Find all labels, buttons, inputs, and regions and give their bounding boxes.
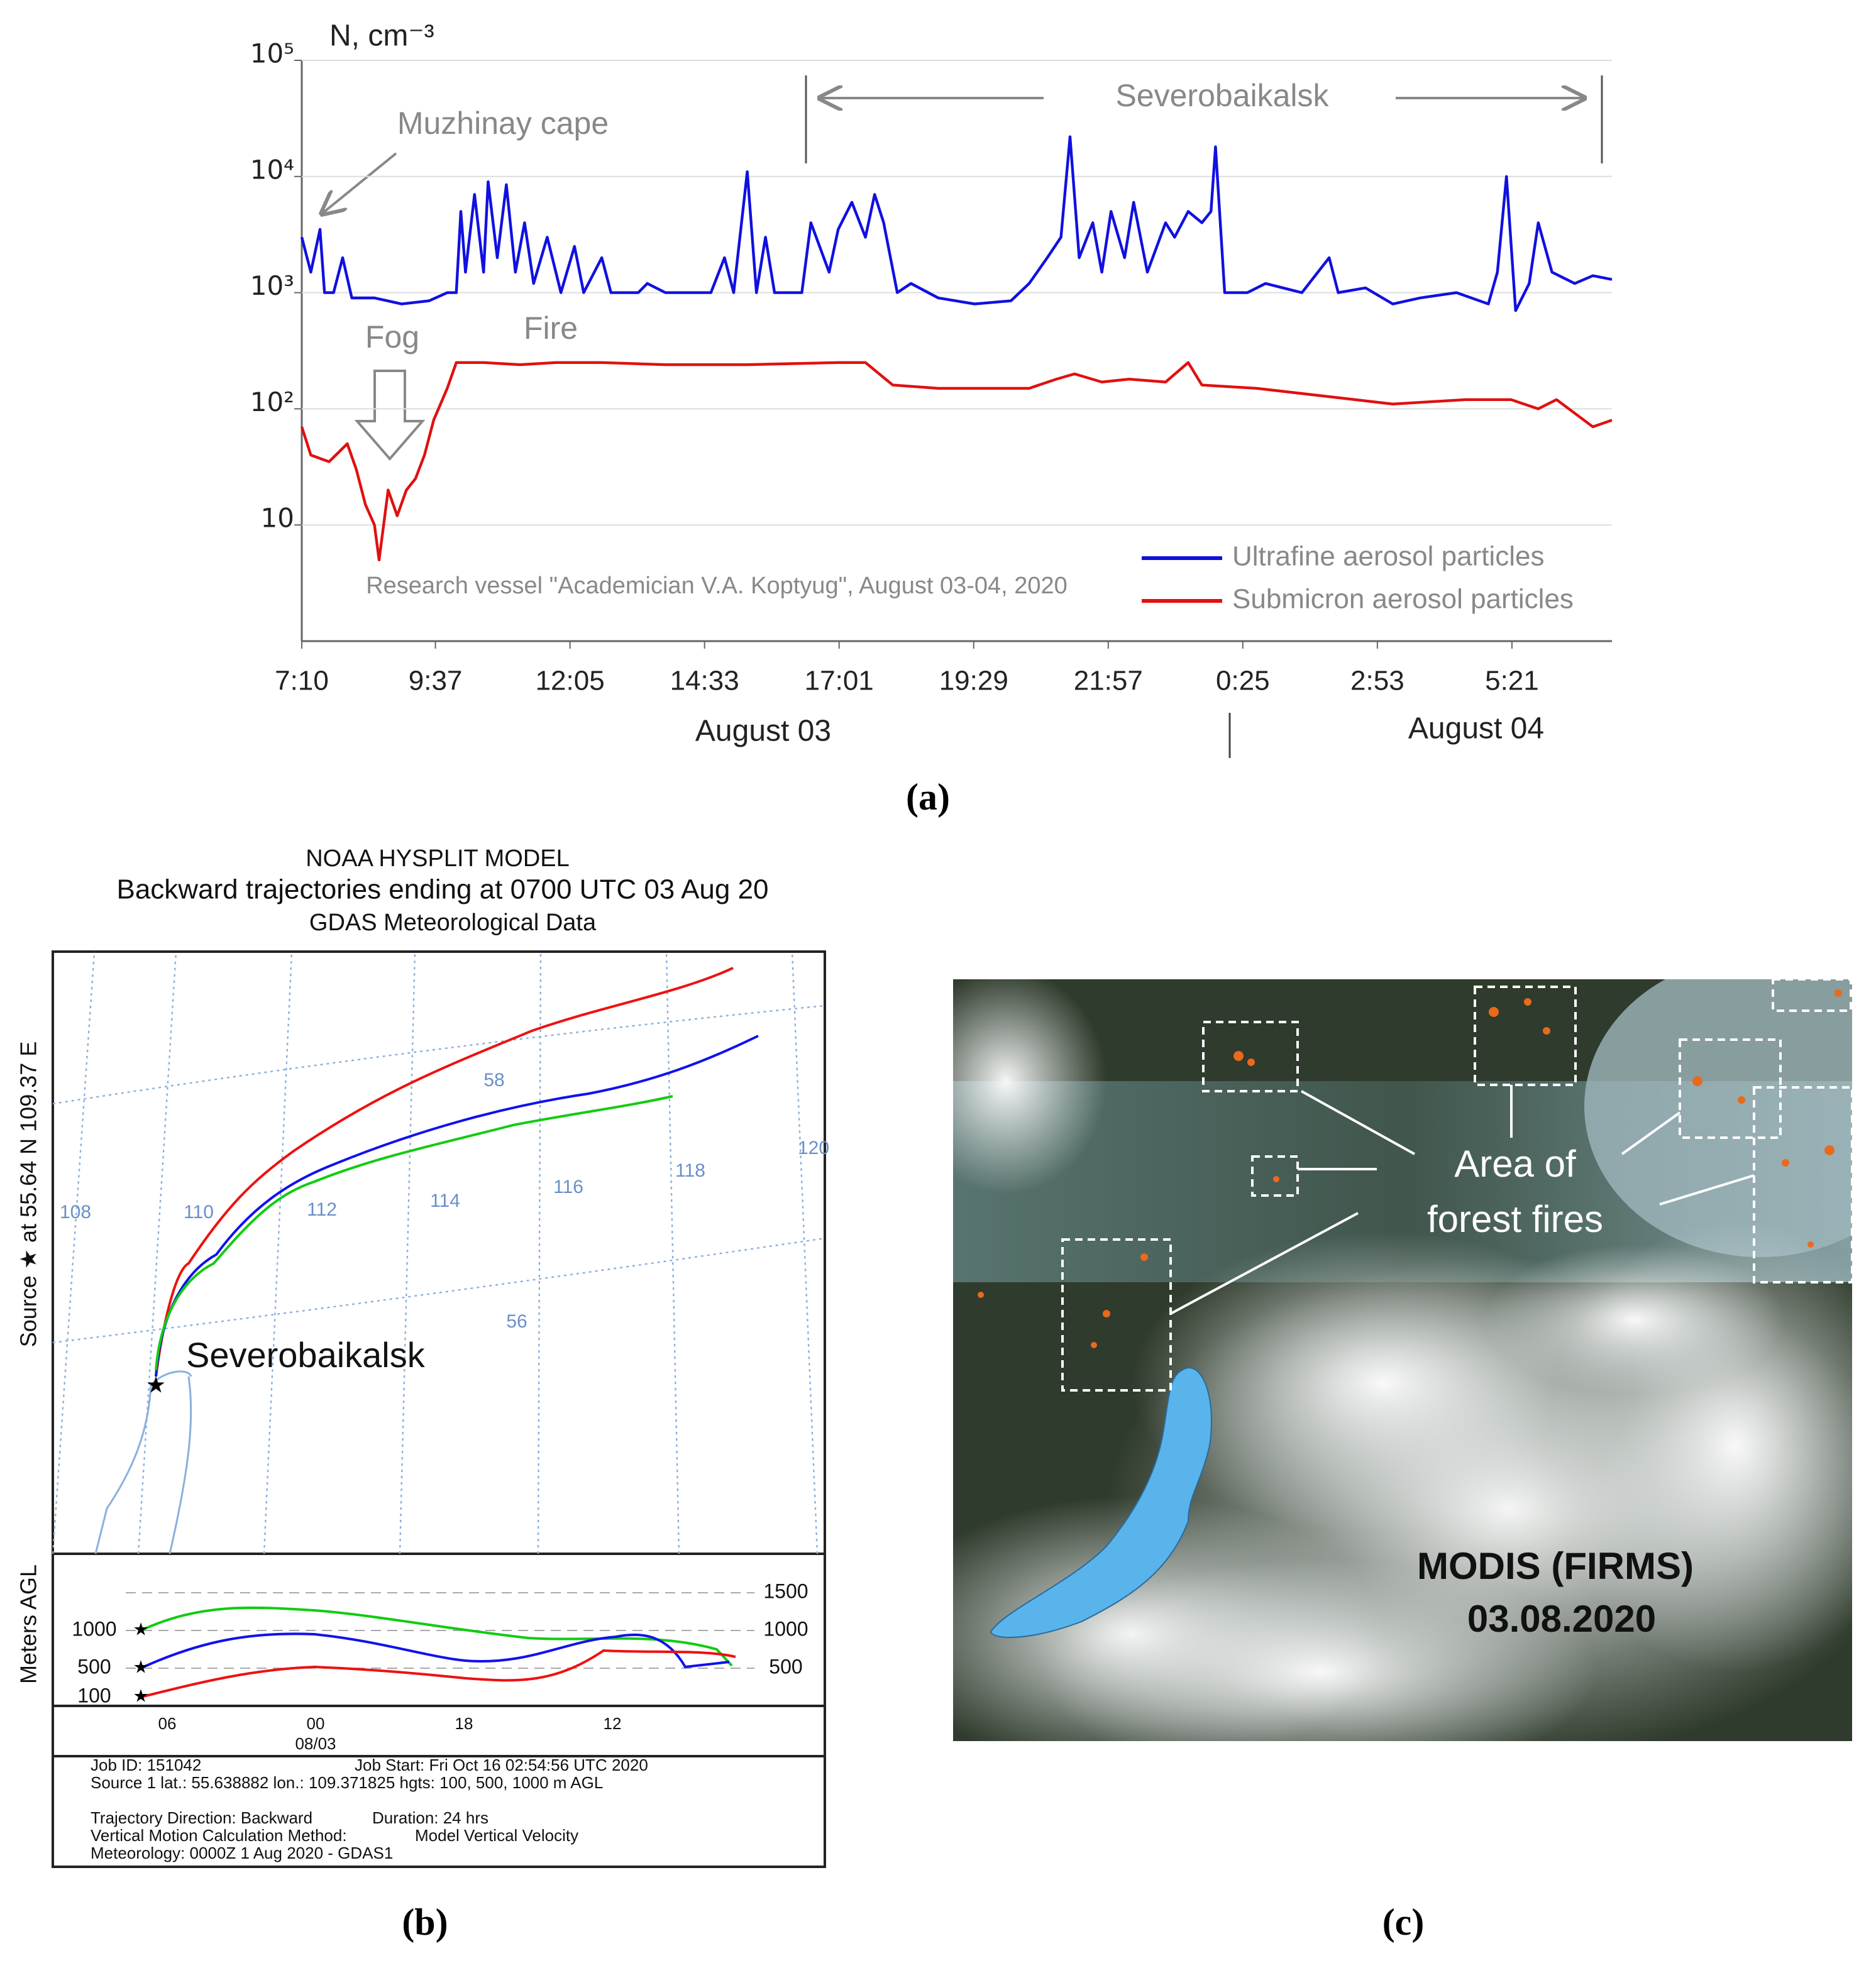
- height-tick: 500: [77, 1655, 111, 1678]
- date-label: 03.08.2020: [1467, 1598, 1656, 1640]
- panel-label: (b): [402, 1901, 448, 1943]
- x-tick-label: 12:05: [536, 666, 605, 696]
- fog-arrow: [354, 370, 426, 461]
- height-tick: 100: [77, 1684, 111, 1707]
- height-label: Meters AGL: [16, 1564, 41, 1684]
- height-tick: 500: [769, 1655, 802, 1678]
- annotation: Severobaikalsk: [1115, 78, 1329, 113]
- trajectory: [155, 1095, 673, 1371]
- lon-label: 114: [430, 1190, 460, 1211]
- time-label: 06: [158, 1714, 177, 1733]
- height-grid: [126, 1592, 754, 1669]
- x-tick-label: 14:33: [670, 666, 739, 696]
- info: Source 1 lat.: 55.638882 lon.: 109.37182…: [91, 1773, 603, 1792]
- x-tick-label: 5:21: [1485, 666, 1539, 696]
- map-grid: [52, 951, 825, 1554]
- annotation: Fog: [365, 319, 419, 355]
- legend-label: Ultrafine aerosol particles: [1232, 541, 1544, 572]
- date-label: August 03: [695, 715, 831, 748]
- time-label: 12: [604, 1714, 622, 1733]
- time-label: 00: [307, 1714, 325, 1733]
- date-label: 08/03: [295, 1734, 336, 1753]
- y-tick-label: 10: [261, 503, 294, 534]
- info: Trajectory Direction: Backward: [91, 1808, 312, 1827]
- site-label: Severobaikalsk: [186, 1335, 426, 1375]
- panel-c: Area of forest fires MODIS (FIRMS) 03.08…: [953, 979, 1852, 1943]
- x-tick-label: 19:29: [939, 666, 1008, 696]
- annotation: Research vessel "Academician V.A. Koptyu…: [366, 573, 1068, 599]
- svg-text:★: ★: [133, 1686, 148, 1705]
- y-tick-label: 10²: [250, 387, 294, 417]
- info: Duration: 24 hrs: [372, 1808, 488, 1827]
- annotation: Fire: [524, 311, 578, 346]
- series-line: [300, 135, 1613, 312]
- x-tick-label: 0:25: [1216, 666, 1270, 696]
- trajectory: [155, 967, 734, 1377]
- callout-label: forest fires: [1427, 1198, 1603, 1240]
- source-star: ★: [146, 1372, 166, 1398]
- svg-text:★: ★: [133, 1619, 148, 1639]
- start-stars: ★ ★ ★: [133, 1619, 148, 1705]
- source-label: MODIS (FIRMS): [1417, 1545, 1694, 1587]
- legend-label: Submicron aerosol particles: [1232, 584, 1574, 615]
- height-trace: [140, 1632, 730, 1669]
- date-label: August 04: [1408, 712, 1544, 745]
- info: Job Start: Fri Oct 16 02:54:56 UTC 2020: [355, 1756, 648, 1774]
- lon-label: 118: [675, 1160, 705, 1181]
- height-trace: [140, 1649, 736, 1698]
- lon-label: 120: [798, 1138, 829, 1158]
- x-tick-label: 21:57: [1074, 666, 1143, 696]
- panel-a: N, cm⁻³ Muzhinay cape Severobaikalsk Fog…: [250, 19, 1613, 818]
- panel-label: (a): [906, 776, 950, 818]
- title: GDAS Meteorological Data: [309, 910, 597, 936]
- y-tick-label: 10⁵: [250, 38, 294, 69]
- trajectory: [155, 1035, 759, 1377]
- title: NOAA HYSPLIT MODEL: [306, 845, 570, 872]
- x-tick-label: 2:53: [1350, 666, 1404, 696]
- fire-dots: [978, 989, 1842, 1348]
- info: Model Vertical Velocity: [415, 1826, 578, 1845]
- coastline: [94, 1370, 192, 1554]
- frame: [52, 950, 826, 1868]
- lon-label: 108: [60, 1202, 91, 1223]
- fire-box: [1061, 979, 1852, 1392]
- lat-label: 58: [483, 1070, 504, 1091]
- satellite-image: [953, 979, 1852, 1741]
- series-line: [300, 361, 1613, 561]
- height-tick: 1000: [763, 1617, 808, 1640]
- callout-label: Area of: [1454, 1143, 1576, 1185]
- x-tick-label: 7:10: [275, 666, 329, 696]
- y-axis-label: N, cm⁻³: [329, 19, 434, 53]
- info: Meteorology: 0000Z 1 Aug 2020 - GDAS1: [91, 1844, 393, 1862]
- height-tick: 1500: [763, 1580, 808, 1602]
- title: Backward trajectories ending at 0700 UTC…: [116, 874, 768, 905]
- y-tick-label: 10⁴: [250, 154, 294, 185]
- height-trace: [140, 1606, 733, 1667]
- panel-label: (c): [1382, 1901, 1425, 1943]
- callout-lines: [1170, 1085, 1755, 1315]
- lon-label: 116: [553, 1177, 583, 1197]
- panel-b: NOAA HYSPLIT MODEL Backward trajectories…: [16, 845, 830, 1943]
- lake: [990, 1367, 1212, 1639]
- annotation: Muzhinay cape: [397, 106, 609, 141]
- x-tick-label: 9:37: [409, 666, 463, 696]
- height-tick: 1000: [72, 1617, 116, 1640]
- lon-label: 110: [184, 1202, 214, 1223]
- y-tick-label: 10³: [250, 270, 294, 301]
- lat-label: 56: [506, 1311, 527, 1332]
- lon-label: 112: [307, 1199, 337, 1220]
- info: Job ID: 151042: [91, 1756, 201, 1774]
- source-label: Source ★ at 55.64 N 109.37 E: [16, 1042, 41, 1348]
- x-tick-label: 17:01: [805, 666, 874, 696]
- arrow: [322, 152, 397, 214]
- info: Vertical Motion Calculation Method:: [91, 1826, 347, 1845]
- svg-text:★: ★: [133, 1657, 148, 1676]
- time-label: 18: [455, 1714, 473, 1733]
